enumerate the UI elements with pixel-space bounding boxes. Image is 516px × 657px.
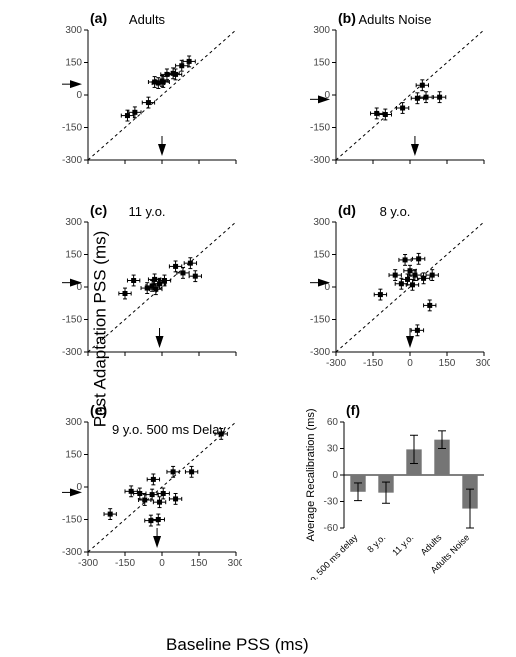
panel-d: (d)8 y.o.-300-300-150-15000150150300300 [300, 200, 490, 380]
svg-text:-300: -300 [78, 558, 98, 569]
svg-text:-300: -300 [62, 547, 82, 558]
svg-text:Adults: Adults [419, 532, 444, 557]
svg-text:-150: -150 [310, 315, 330, 326]
svg-text:300: 300 [65, 417, 82, 428]
svg-text:-150: -150 [62, 515, 82, 526]
svg-text:30: 30 [327, 444, 339, 455]
scatter-a: -300 -150 0 150 300 [52, 8, 242, 188]
svg-text:150: 150 [439, 358, 456, 369]
svg-text:300: 300 [313, 217, 330, 228]
svg-text:-30: -30 [324, 497, 339, 508]
svg-text:-300: -300 [62, 155, 82, 166]
svg-text:300: 300 [228, 558, 242, 569]
svg-text:300: 300 [313, 25, 330, 36]
svg-text:0: 0 [332, 470, 338, 481]
svg-text:150: 150 [65, 450, 82, 461]
panel-label-b: (b) [338, 10, 356, 26]
svg-text:300: 300 [476, 358, 490, 369]
scatter-c: -300-1500150300 [52, 200, 242, 380]
scatter-d: -300-300-150-15000150150300300 [300, 200, 490, 380]
panel-title-e: 9 y.o. 500 ms Delay [112, 422, 226, 437]
svg-text:-60: -60 [324, 523, 339, 534]
svg-text:-300: -300 [326, 358, 346, 369]
panel-title-c: 11 y.o. [128, 204, 165, 219]
panel-label-d: (d) [338, 202, 356, 218]
panel-b: (b)Adults Noise-300-1500150300 [300, 8, 490, 188]
svg-text:0: 0 [159, 558, 165, 569]
panel-title-a: Adults [129, 12, 165, 27]
svg-text:300: 300 [65, 25, 82, 36]
panel-a: (a) Adults -300 -150 0 150 300 [52, 8, 242, 188]
svg-text:150: 150 [65, 250, 82, 261]
svg-text:0: 0 [407, 358, 413, 369]
panel-label-a: (a) [90, 10, 107, 26]
svg-text:150: 150 [65, 58, 82, 69]
svg-text:-150: -150 [62, 315, 82, 326]
svg-text:-150: -150 [363, 358, 383, 369]
svg-text:-150: -150 [62, 123, 82, 134]
svg-text:11 y.o.: 11 y.o. [390, 532, 415, 557]
panel-e: (e)9 y.o. 500 ms Delay-300-300-150-15000… [52, 400, 242, 580]
svg-text:150: 150 [191, 558, 208, 569]
svg-text:-150: -150 [310, 123, 330, 134]
svg-text:Average Recalibration (ms): Average Recalibration (ms) [305, 408, 317, 541]
panel-label-c: (c) [90, 202, 107, 218]
svg-text:-300: -300 [310, 155, 330, 166]
panel-label-f: (f) [346, 402, 360, 418]
svg-text:8 y.o.: 8 y.o. [365, 532, 387, 554]
x-axis-label: Baseline PSS (ms) [166, 635, 309, 655]
svg-text:-150: -150 [115, 558, 135, 569]
svg-text:60: 60 [327, 417, 339, 428]
svg-text:300: 300 [65, 217, 82, 228]
panel-label-e: (e) [90, 402, 107, 418]
panel-title-d: 8 y.o. [380, 204, 411, 219]
bar-chart: -60-3003060Average Recalibration (ms)9 y… [300, 400, 490, 580]
svg-text:-300: -300 [62, 347, 82, 358]
panel-c: (c)11 y.o.-300-1500150300 [52, 200, 242, 380]
svg-text:-300: -300 [310, 347, 330, 358]
svg-text:150: 150 [313, 58, 330, 69]
scatter-b: -300-1500150300 [300, 8, 490, 188]
svg-text:150: 150 [313, 250, 330, 261]
svg-text:0: 0 [76, 90, 82, 101]
panel-f: (f) -60 -30 0 30 60 Average Recalibration (ms)… [300, 400, 490, 580]
panel-title-b: Adults Noise [359, 12, 432, 27]
